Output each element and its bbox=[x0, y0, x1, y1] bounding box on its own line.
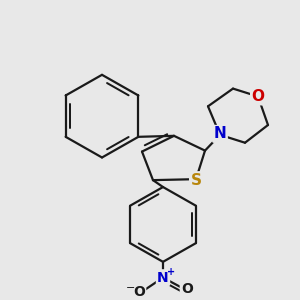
Text: N: N bbox=[157, 271, 169, 285]
Text: −: − bbox=[126, 284, 136, 293]
Text: O: O bbox=[251, 89, 265, 104]
Text: S: S bbox=[190, 172, 202, 188]
Text: O: O bbox=[133, 285, 145, 299]
Text: O: O bbox=[181, 282, 193, 296]
Text: +: + bbox=[167, 267, 175, 277]
Text: N: N bbox=[214, 126, 226, 141]
